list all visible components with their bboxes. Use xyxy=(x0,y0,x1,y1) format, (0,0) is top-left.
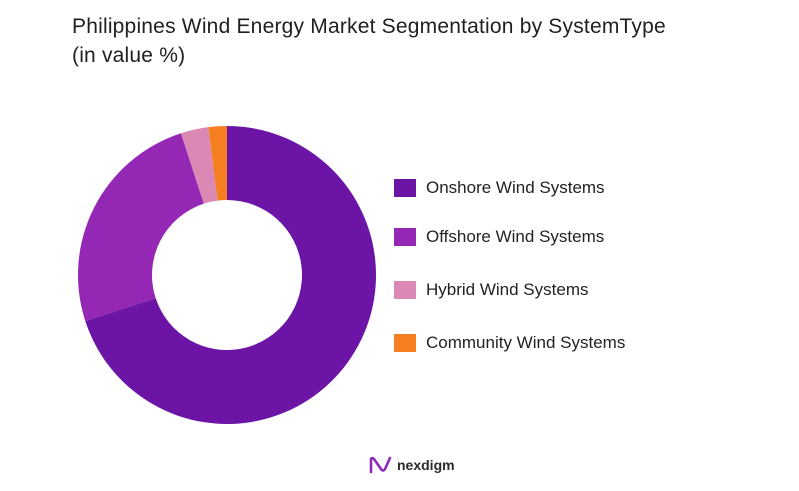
slice-onshore-wind-systems xyxy=(85,126,377,424)
legend-item-hybrid-wind-systems: Hybrid Wind Systems xyxy=(394,280,588,300)
nexdigm-logo: nexdigm xyxy=(368,455,455,475)
slice-hybrid-wind-systems xyxy=(180,127,218,204)
slice-community-wind-systems xyxy=(208,126,227,201)
legend-label: Offshore Wind Systems xyxy=(426,227,605,246)
chart-title-line-1: Philippines Wind Energy Market Segmentat… xyxy=(72,15,666,38)
chart-title-line-2: (in value %) xyxy=(72,44,186,67)
slice-offshore-wind-systems xyxy=(77,133,204,322)
legend-swatch xyxy=(394,281,416,299)
logo-text: nexdigm xyxy=(397,457,455,473)
legend-swatch xyxy=(394,334,416,352)
legend-swatch xyxy=(394,228,416,246)
legend-label: Hybrid Wind Systems xyxy=(426,280,589,299)
legend-item-offshore-wind-systems: Offshore Wind Systems xyxy=(394,227,604,247)
legend-item-community-wind-systems: Community Wind Systems xyxy=(394,333,625,353)
legend-label: Onshore Wind Systems xyxy=(426,178,605,197)
legend-item-onshore-wind-systems: Onshore Wind Systems xyxy=(394,178,605,198)
legend-label: Community Wind Systems xyxy=(426,333,626,352)
nexdigm-logo-icon xyxy=(369,456,392,474)
chart-title: Philippines Wind Energy Market Segmentat… xyxy=(72,12,772,70)
legend-swatch xyxy=(394,179,416,197)
